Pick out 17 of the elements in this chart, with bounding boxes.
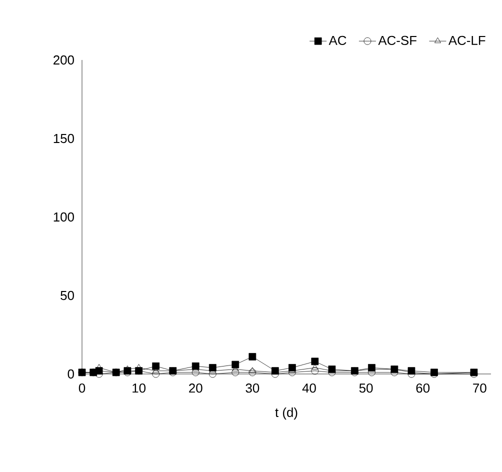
x-axis-title: t (d) bbox=[275, 408, 298, 420]
legend-label: AC-SF bbox=[378, 36, 416, 46]
y-tick-label: 100 bbox=[54, 212, 74, 222]
y-tick-label: 200 bbox=[54, 55, 74, 65]
legend-label: AC-LF bbox=[448, 36, 486, 46]
x-tick-label: 60 bbox=[416, 384, 430, 393]
y-tick-label: 50 bbox=[60, 290, 74, 300]
y-tick-label: 0 bbox=[68, 369, 74, 379]
legend-label: AC bbox=[328, 36, 346, 46]
x-tick-label: 30 bbox=[246, 384, 260, 393]
x-tick-label: 20 bbox=[189, 384, 202, 393]
x-tick-label: 70 bbox=[473, 384, 486, 393]
x-tick-label: 10 bbox=[132, 384, 146, 393]
x-tick-label: 50 bbox=[359, 384, 373, 393]
y-tick-label: 150 bbox=[54, 134, 74, 144]
x-tick-label: 0 bbox=[78, 384, 86, 393]
x-tick-label: 40 bbox=[302, 384, 316, 393]
